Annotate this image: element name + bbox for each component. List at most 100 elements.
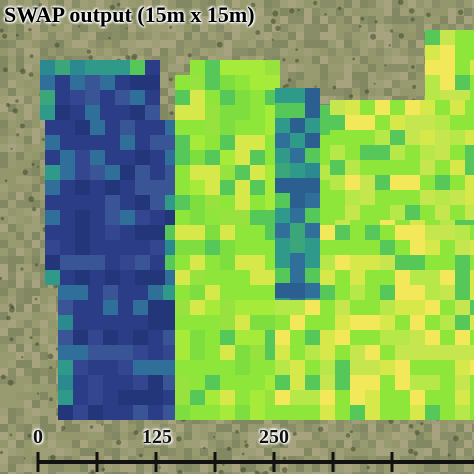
texture-cell — [352, 440, 360, 448]
texture-cell — [456, 472, 464, 474]
olive-tree — [6, 103, 10, 107]
texture-cell — [32, 112, 40, 120]
raster-cell — [250, 135, 265, 150]
texture-cell — [320, 448, 328, 456]
raster-cell — [465, 115, 474, 130]
raster-cell — [220, 315, 235, 330]
texture-cell — [232, 432, 240, 440]
raster-cell — [40, 105, 55, 120]
texture-cell — [0, 16, 8, 24]
texture-cell — [288, 448, 296, 456]
raster-cell — [190, 225, 205, 240]
texture-cell — [128, 24, 136, 32]
raster-cell — [470, 75, 474, 90]
texture-cell — [232, 440, 240, 448]
texture-cell — [192, 8, 200, 16]
texture-cell — [216, 440, 224, 448]
raster-cell — [220, 150, 235, 165]
raster-cell — [133, 405, 148, 420]
raster-cell — [265, 60, 280, 75]
texture-cell — [296, 424, 304, 432]
texture-cell — [464, 448, 472, 456]
texture-cell — [80, 448, 88, 456]
texture-cell — [416, 0, 424, 8]
raster-cell — [435, 115, 450, 130]
raster-cell — [345, 205, 360, 220]
texture-cell — [208, 464, 216, 472]
texture-cell — [240, 424, 248, 432]
texture-cell — [8, 392, 16, 400]
texture-cell — [8, 104, 16, 112]
texture-cell — [80, 48, 88, 56]
raster-cell — [58, 345, 73, 360]
raster-cell — [148, 375, 163, 390]
texture-cell — [24, 256, 32, 264]
texture-cell — [32, 64, 40, 72]
texture-cell — [264, 8, 272, 16]
texture-cell — [40, 168, 48, 176]
texture-cell — [448, 424, 456, 432]
raster-cell — [380, 255, 395, 270]
texture-cell — [16, 368, 24, 376]
raster-cell — [305, 300, 320, 315]
texture-cell — [8, 72, 16, 80]
texture-cell — [224, 448, 232, 456]
texture-cell — [248, 16, 256, 24]
texture-cell — [40, 24, 48, 32]
texture-cell — [0, 96, 8, 104]
raster-cell — [205, 390, 220, 405]
texture-cell — [16, 168, 24, 176]
texture-cell — [120, 32, 128, 40]
raster-cell — [380, 330, 395, 345]
texture-cell — [184, 16, 192, 24]
texture-cell — [216, 32, 224, 40]
raster-cell — [335, 255, 350, 270]
olive-tree — [244, 443, 249, 448]
olive-tree — [2, 33, 8, 39]
texture-cell — [416, 64, 424, 72]
raster-cell — [320, 240, 335, 255]
texture-cell — [0, 104, 8, 112]
texture-cell — [48, 392, 56, 400]
texture-cell — [112, 48, 120, 56]
raster-cell — [290, 238, 305, 253]
texture-cell — [96, 8, 104, 16]
texture-cell — [464, 424, 472, 432]
raster-cell — [345, 190, 360, 205]
texture-cell — [400, 472, 408, 474]
texture-cell — [432, 440, 440, 448]
texture-cell — [288, 72, 296, 80]
texture-cell — [288, 56, 296, 64]
texture-cell — [72, 16, 80, 24]
texture-cell — [8, 320, 16, 328]
texture-cell — [400, 24, 408, 32]
texture-cell — [280, 24, 288, 32]
texture-cell — [344, 8, 352, 16]
raster-cell — [425, 225, 440, 240]
raster-cell — [133, 300, 148, 315]
texture-cell — [176, 8, 184, 16]
texture-cell — [184, 424, 192, 432]
texture-cell — [48, 32, 56, 40]
texture-cell — [400, 440, 408, 448]
texture-cell — [192, 448, 200, 456]
raster-cell — [118, 375, 133, 390]
raster-cell — [305, 253, 320, 268]
olive-tree — [314, 85, 317, 88]
raster-cell — [250, 375, 265, 390]
texture-cell — [32, 120, 40, 128]
raster-cell — [470, 360, 474, 375]
raster-cell — [335, 225, 350, 240]
texture-cell — [128, 472, 136, 474]
texture-cell — [112, 0, 120, 8]
olive-tree — [0, 450, 4, 455]
raster-cell — [150, 255, 165, 270]
raster-cell — [163, 345, 178, 360]
texture-cell — [16, 120, 24, 128]
raster-cell — [205, 405, 220, 420]
texture-cell — [0, 304, 8, 312]
raster-cell — [395, 285, 410, 300]
texture-cell — [32, 176, 40, 184]
texture-cell — [160, 88, 168, 96]
texture-cell — [304, 0, 312, 8]
